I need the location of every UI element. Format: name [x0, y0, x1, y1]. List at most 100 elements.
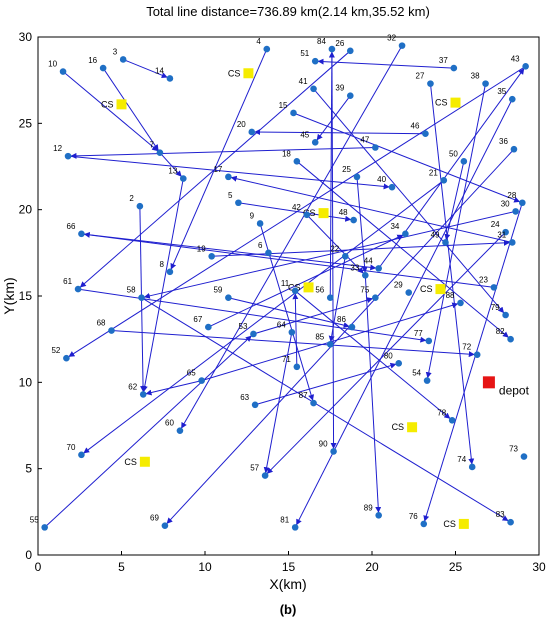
depot-square — [482, 376, 495, 389]
customer-node-label: 81 — [280, 515, 289, 524]
route-line — [141, 178, 184, 393]
customer-node-58 — [138, 294, 145, 302]
y-axis-label: Y(km) — [1, 277, 17, 314]
customer-node-29 — [405, 289, 413, 296]
customer-node-label: 73 — [509, 445, 518, 454]
route-line — [62, 71, 159, 152]
y-tick-label: 0 — [25, 548, 32, 562]
customer-node-89 — [375, 511, 382, 519]
depot-label: depot — [499, 383, 530, 397]
customer-node-7 — [156, 149, 164, 156]
route-line — [238, 202, 352, 222]
customer-node-21 — [440, 177, 448, 184]
customer-node-51 — [311, 57, 319, 65]
customer-node-label: 30 — [501, 199, 510, 208]
route-line — [208, 234, 404, 328]
customer-node-label: 75 — [360, 286, 369, 295]
customer-node-label: 10 — [48, 60, 57, 69]
charging-station-marker — [318, 208, 329, 219]
y-tick-label: 15 — [19, 289, 33, 303]
customer-node-88 — [457, 299, 464, 307]
customer-node-label: 80 — [384, 351, 393, 360]
customer-node-label: 44 — [364, 256, 373, 265]
customer-node-label: 48 — [339, 208, 348, 217]
customer-node-38 — [482, 80, 489, 87]
customer-node-77 — [425, 337, 433, 345]
customer-node-label: 41 — [299, 77, 308, 86]
customer-node-3 — [119, 56, 127, 63]
charging-station-label: CS — [435, 98, 448, 108]
route-line — [170, 48, 268, 270]
customer-node-label: 82 — [496, 327, 505, 336]
customer-node-54 — [423, 377, 431, 384]
customer-node-label: 28 — [507, 191, 516, 200]
route-line — [263, 332, 293, 474]
charging-station-marker — [139, 456, 150, 467]
customer-node-11 — [291, 287, 299, 295]
customer-node-74 — [468, 463, 476, 471]
customer-node-73 — [520, 453, 528, 460]
route-line — [228, 297, 350, 329]
customer-node-59 — [225, 294, 232, 302]
customer-node-label: 32 — [387, 34, 396, 43]
customer-node-label: 24 — [491, 220, 500, 229]
route-line — [253, 297, 374, 335]
charging-station-label: CS — [228, 68, 241, 78]
customer-node-66 — [78, 230, 85, 238]
route-line — [70, 147, 376, 159]
customer-node-label: 65 — [187, 369, 196, 378]
customer-node-label: 52 — [51, 346, 60, 355]
customer-node-label: 37 — [439, 56, 448, 65]
customer-node-label: 84 — [317, 37, 326, 46]
customer-node-label: 72 — [462, 343, 471, 352]
route-line — [111, 330, 475, 358]
route-line — [328, 51, 335, 298]
customer-node-53 — [250, 330, 257, 338]
customer-node-label: 29 — [394, 281, 403, 290]
route-line — [145, 380, 202, 396]
customer-node-42 — [303, 211, 311, 219]
customer-node-20 — [248, 128, 256, 136]
customer-node-label: 3 — [113, 47, 118, 56]
customer-node-label: 50 — [449, 149, 458, 158]
customer-node-label: 21 — [429, 168, 438, 177]
customer-node-40 — [388, 183, 396, 191]
charging-station-label: CS — [392, 422, 405, 432]
customer-node-61 — [74, 285, 82, 293]
customer-node-label: 57 — [250, 464, 259, 473]
route-line — [78, 288, 427, 343]
x-axis: 0 5 10 15 20 25 30 — [35, 551, 546, 574]
x-axis-label: X(km) — [269, 576, 306, 592]
route-line — [356, 176, 368, 273]
charging-station-label: CS — [101, 99, 114, 109]
route-line — [423, 202, 523, 522]
y-tick-label: 5 — [25, 462, 32, 476]
x-tick-label: 25 — [449, 560, 463, 574]
customer-node-label: 49 — [431, 230, 440, 239]
route-line — [266, 231, 506, 474]
customer-node-5 — [235, 199, 242, 207]
route-line — [317, 58, 454, 69]
route-line — [230, 175, 513, 243]
customer-node-label: 46 — [411, 122, 420, 131]
route-line — [102, 67, 159, 151]
customer-node-label: 55 — [30, 515, 39, 524]
x-tick-label: 15 — [282, 560, 296, 574]
charging-station-marker — [435, 284, 446, 295]
route-line — [68, 155, 390, 190]
charging-station-marker — [407, 422, 418, 433]
customer-node-15 — [290, 109, 297, 117]
customer-node-78 — [448, 417, 456, 424]
charging-station-marker — [450, 97, 461, 108]
customer-nodes: 2345678910111213141516171819202122232425… — [30, 34, 529, 531]
route-line — [83, 231, 494, 288]
route-line — [294, 290, 451, 419]
customer-node-label: 4 — [256, 37, 261, 46]
customer-node-label: 47 — [360, 136, 369, 145]
y-tick-label: 10 — [19, 375, 33, 389]
customer-node-label: 9 — [250, 211, 255, 220]
route-line — [44, 335, 252, 528]
depot-marker: depot — [482, 376, 530, 397]
customer-node-label: 90 — [319, 439, 328, 448]
